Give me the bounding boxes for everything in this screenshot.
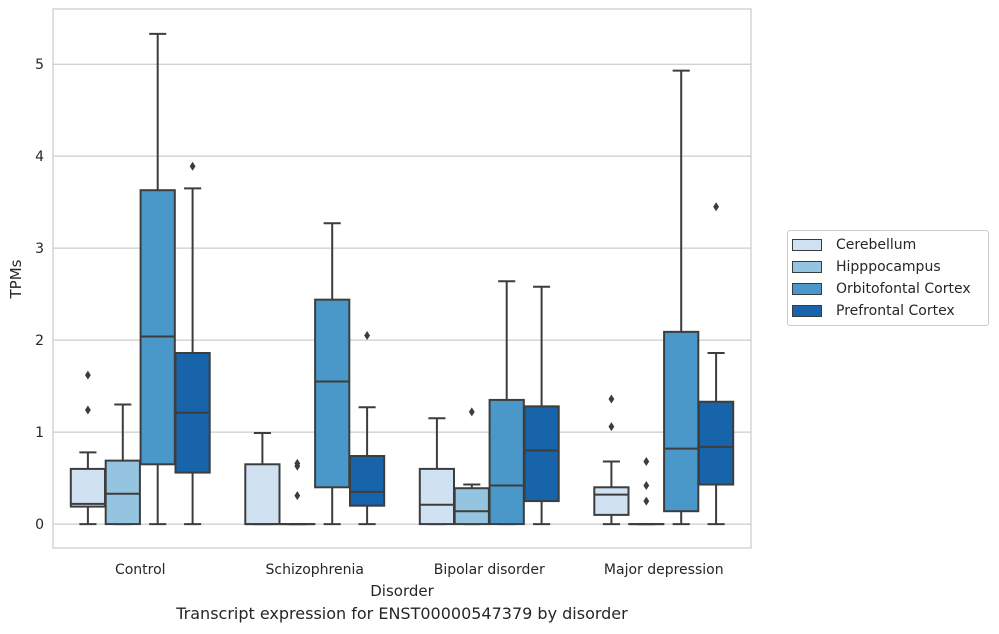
box-3-3: [697, 202, 735, 526]
box-2-3: [663, 69, 700, 526]
outlier-point: [84, 405, 91, 415]
x-tick-label: Major depression: [604, 562, 724, 578]
x-tick-label: Bipolar disorder: [434, 562, 545, 578]
box-2-0: [139, 32, 176, 526]
legend-item: Cerebellum: [792, 235, 916, 255]
box-iqr: [348, 455, 386, 507]
x-tick-label: Control: [115, 562, 166, 578]
legend-item: Prefrontal Cortex: [792, 301, 955, 321]
box-0-0: [69, 370, 107, 526]
box-iqr: [488, 398, 525, 526]
box-iqr: [523, 405, 560, 503]
legend-label: Orbitofontal Cortex: [836, 281, 971, 297]
box-iqr: [69, 467, 107, 508]
boxes: [69, 32, 735, 526]
box-1-1: [279, 458, 316, 526]
box-3-2: [523, 285, 560, 526]
outlier-point: [294, 458, 301, 468]
box-0-3: [593, 394, 630, 526]
y-axis-label: TPMs: [7, 259, 25, 299]
outlier-point: [468, 407, 475, 417]
box-1-2: [453, 407, 490, 526]
y-tick-label: 4: [35, 149, 44, 165]
figure-caption: Transcript expression for ENST0000054737…: [176, 604, 628, 623]
outlier-point: [608, 394, 615, 404]
y-tick-label: 1: [35, 425, 44, 441]
box-iqr: [663, 330, 700, 513]
box-iqr: [244, 463, 281, 526]
x-tick-labels: Control Schizophrenia Bipolar disorder Majo…: [115, 562, 724, 578]
outlier-point: [608, 422, 615, 432]
outlier-point: [189, 161, 196, 171]
outlier-point: [713, 202, 720, 212]
y-tick-label: 5: [35, 57, 44, 73]
box-iqr: [314, 298, 351, 489]
plot-frame: [52, 8, 752, 549]
legend-label: Prefrontal Cortex: [836, 303, 955, 319]
box-0-2: [418, 417, 456, 526]
outlier-point: [643, 480, 650, 490]
box-iqr: [697, 400, 735, 486]
box-2-1: [314, 222, 351, 526]
box-iqr: [104, 459, 141, 526]
legend-swatch: [792, 261, 822, 273]
legend-item: Hipppocampus: [792, 257, 941, 277]
y-tick-label: 2: [35, 333, 44, 349]
outlier-point: [643, 457, 650, 467]
box-3-0: [174, 161, 211, 526]
legend-label: Cerebellum: [836, 237, 917, 253]
outlier-point: [364, 331, 371, 341]
legend: Cerebellum Hipppocampus Orbitofontal Corte…: [787, 230, 989, 326]
legend-swatch: [792, 239, 822, 251]
box-1-3: [628, 457, 665, 526]
y-tick-label: 0: [35, 517, 44, 533]
y-tick-labels: 0 1 2 3 4 5: [35, 57, 44, 533]
box-3-1: [348, 331, 386, 526]
outlier-point: [84, 370, 91, 380]
legend-swatch: [792, 283, 822, 295]
outlier-point: [643, 496, 650, 506]
box-iqr: [593, 486, 630, 516]
box-0-1: [244, 432, 281, 526]
box-iqr: [418, 467, 456, 526]
y-tick-label: 3: [35, 241, 44, 257]
x-tick-label: Schizophrenia: [266, 562, 364, 578]
box-1-0: [104, 403, 141, 526]
legend-item: Orbitofontal Cortex: [792, 279, 971, 299]
box-iqr: [453, 487, 490, 526]
outlier-point: [294, 491, 301, 501]
legend-label: Hipppocampus: [836, 259, 941, 275]
box-2-2: [488, 280, 525, 526]
box-iqr: [139, 189, 176, 466]
x-axis-label: Disorder: [370, 582, 434, 600]
legend-swatch: [792, 305, 822, 317]
